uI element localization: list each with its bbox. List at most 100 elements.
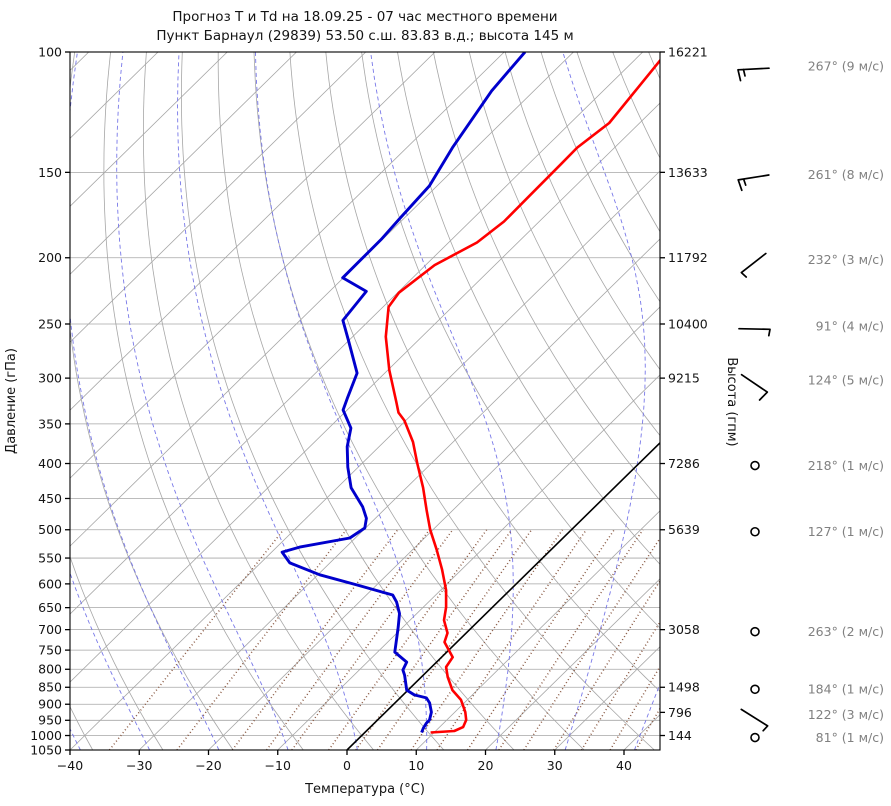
moist-adiabat-line xyxy=(70,52,220,750)
plot-frame xyxy=(69,51,661,751)
wind-barb-icon xyxy=(740,708,769,732)
wind-label: 267° (9 м/с) xyxy=(808,58,884,73)
dry-adiabat-line xyxy=(685,52,891,750)
calm-wind-circle xyxy=(750,684,760,695)
isotherm-line xyxy=(138,238,660,750)
height-tick-label: 5639 xyxy=(668,522,700,537)
height-tick-label: 11792 xyxy=(668,250,708,265)
calm-wind-circle xyxy=(750,460,760,471)
dry-adiabat-line xyxy=(103,52,304,750)
zero-isotherm-line xyxy=(346,441,660,750)
height-tick-label: 16221 xyxy=(668,44,708,59)
dry-adiabat-line xyxy=(180,52,445,750)
y-axis-left-label: Давление (гПа) xyxy=(4,348,19,454)
temperature-tick-label: −10 xyxy=(265,758,291,773)
wind-barb-icon xyxy=(740,373,769,401)
wind-label: 124° (5 м/с) xyxy=(808,373,884,388)
isotherm-line xyxy=(70,170,660,750)
mixing-ratio-line xyxy=(291,529,454,750)
zero-isotherm xyxy=(346,441,660,750)
mixing-ratio-line xyxy=(436,529,587,750)
wind-level-row: 267° (9 м/с) xyxy=(737,58,884,82)
height-labels: 16221 13633 11792 10400 9215 7286 5639 3058 1498… xyxy=(668,44,708,743)
axis-tick-labels: 1001502002503003504004505005506006507007… xyxy=(30,44,632,773)
temperature-tick-label: 30 xyxy=(547,758,563,773)
temperature-tick-label: 10 xyxy=(408,758,424,773)
isotherm-line xyxy=(415,510,660,750)
moist-adiabat-line xyxy=(633,682,660,750)
isotherm-line xyxy=(70,52,505,479)
mixing-ratio-line xyxy=(231,529,399,750)
isotherm-line xyxy=(277,374,660,750)
dry-adiabat-line xyxy=(325,52,660,692)
wind-label: 127° (1 м/с) xyxy=(808,524,884,539)
dry-adiabat-line xyxy=(70,555,164,750)
isotherm-line xyxy=(70,102,660,683)
wind-level-row: 124° (5 м/с) xyxy=(740,373,884,401)
isotherm-line xyxy=(485,578,660,750)
moist-adiabat-line xyxy=(370,52,514,750)
wind-label: 218° (1 м/с) xyxy=(808,458,884,473)
moist-adiabat-line xyxy=(70,571,151,750)
height-tick-label: 1498 xyxy=(668,680,700,695)
pressure-tick-label: 900 xyxy=(38,697,62,712)
isotherm-line xyxy=(70,52,436,411)
wind-level-row: 91° (4 м/с) xyxy=(738,318,884,337)
dry-adiabat-lines xyxy=(70,52,891,750)
wind-level-row: 81° (1 м/с) xyxy=(750,730,884,745)
mixing-ratio-line xyxy=(266,529,430,750)
dry-adiabat-line xyxy=(361,52,660,629)
pressure-tick-label: 550 xyxy=(38,550,62,565)
mixing-ratio-line xyxy=(523,536,660,750)
wind-label: 122° (3 м/с) xyxy=(808,707,884,722)
pressure-tick-label: 600 xyxy=(38,576,62,591)
dry-adiabat-line xyxy=(468,52,660,437)
height-tick-label: 144 xyxy=(668,728,692,743)
chart-subtitle: Пункт Барнаул (29839) 53.50 с.ш. 83.83 в… xyxy=(156,28,573,44)
height-tick-label: 13633 xyxy=(668,165,708,180)
wind-label: 81° (1 м/с) xyxy=(816,730,884,745)
temperature-tick-label: −30 xyxy=(126,758,152,773)
wind-label: 184° (1 м/с) xyxy=(808,682,884,697)
pressure-tick-label: 1050 xyxy=(30,742,62,757)
pressure-tick-label: 750 xyxy=(38,643,62,658)
dry-adiabat-line xyxy=(397,52,660,565)
y-axis-right-label: Высота (гпм) xyxy=(724,357,739,446)
wind-barb-icon xyxy=(737,174,770,192)
temperature-tick-label: −40 xyxy=(57,758,83,773)
pressure-tick-label: 150 xyxy=(38,165,62,180)
mixing-ratio-line xyxy=(328,529,488,750)
isotherm-line xyxy=(623,714,660,750)
temperature-tick-label: 0 xyxy=(343,758,351,773)
pressure-tick-label: 800 xyxy=(38,662,62,677)
calm-wind-circle xyxy=(750,626,760,637)
pressure-tick-label: 350 xyxy=(38,416,62,431)
dry-adiabat-line xyxy=(433,52,660,501)
pressure-tick-label: 950 xyxy=(38,713,62,728)
isotherm-line xyxy=(70,52,228,207)
calm-wind-circle xyxy=(750,526,760,537)
dry-adiabat-line xyxy=(648,52,660,80)
mixing-ratio-line xyxy=(498,529,644,750)
dry-adiabat-line xyxy=(289,52,655,750)
moist-adiabat-line xyxy=(177,52,358,750)
x-axis-label: Температура (°C) xyxy=(304,782,425,797)
wind-label: 232° (3 м/с) xyxy=(808,252,884,267)
axis-ticks xyxy=(65,51,665,755)
moist-adiabat-line xyxy=(254,52,428,750)
dry-adiabat-line xyxy=(70,52,234,750)
temperature-curve xyxy=(384,58,660,734)
plot-border xyxy=(69,51,661,751)
mixing-ratio-line xyxy=(635,707,660,750)
mixing-ratio-line xyxy=(108,529,285,750)
pressure-tick-label: 850 xyxy=(38,680,62,695)
temperature-tick-label: 20 xyxy=(478,758,494,773)
dry-adiabat-line xyxy=(612,52,660,159)
isotherm-line xyxy=(208,306,660,750)
height-tick-label: 3058 xyxy=(668,622,700,637)
mixing-ratio-line xyxy=(410,529,564,750)
isotherm-line xyxy=(70,52,574,547)
temperature-tick-label: 40 xyxy=(616,758,632,773)
